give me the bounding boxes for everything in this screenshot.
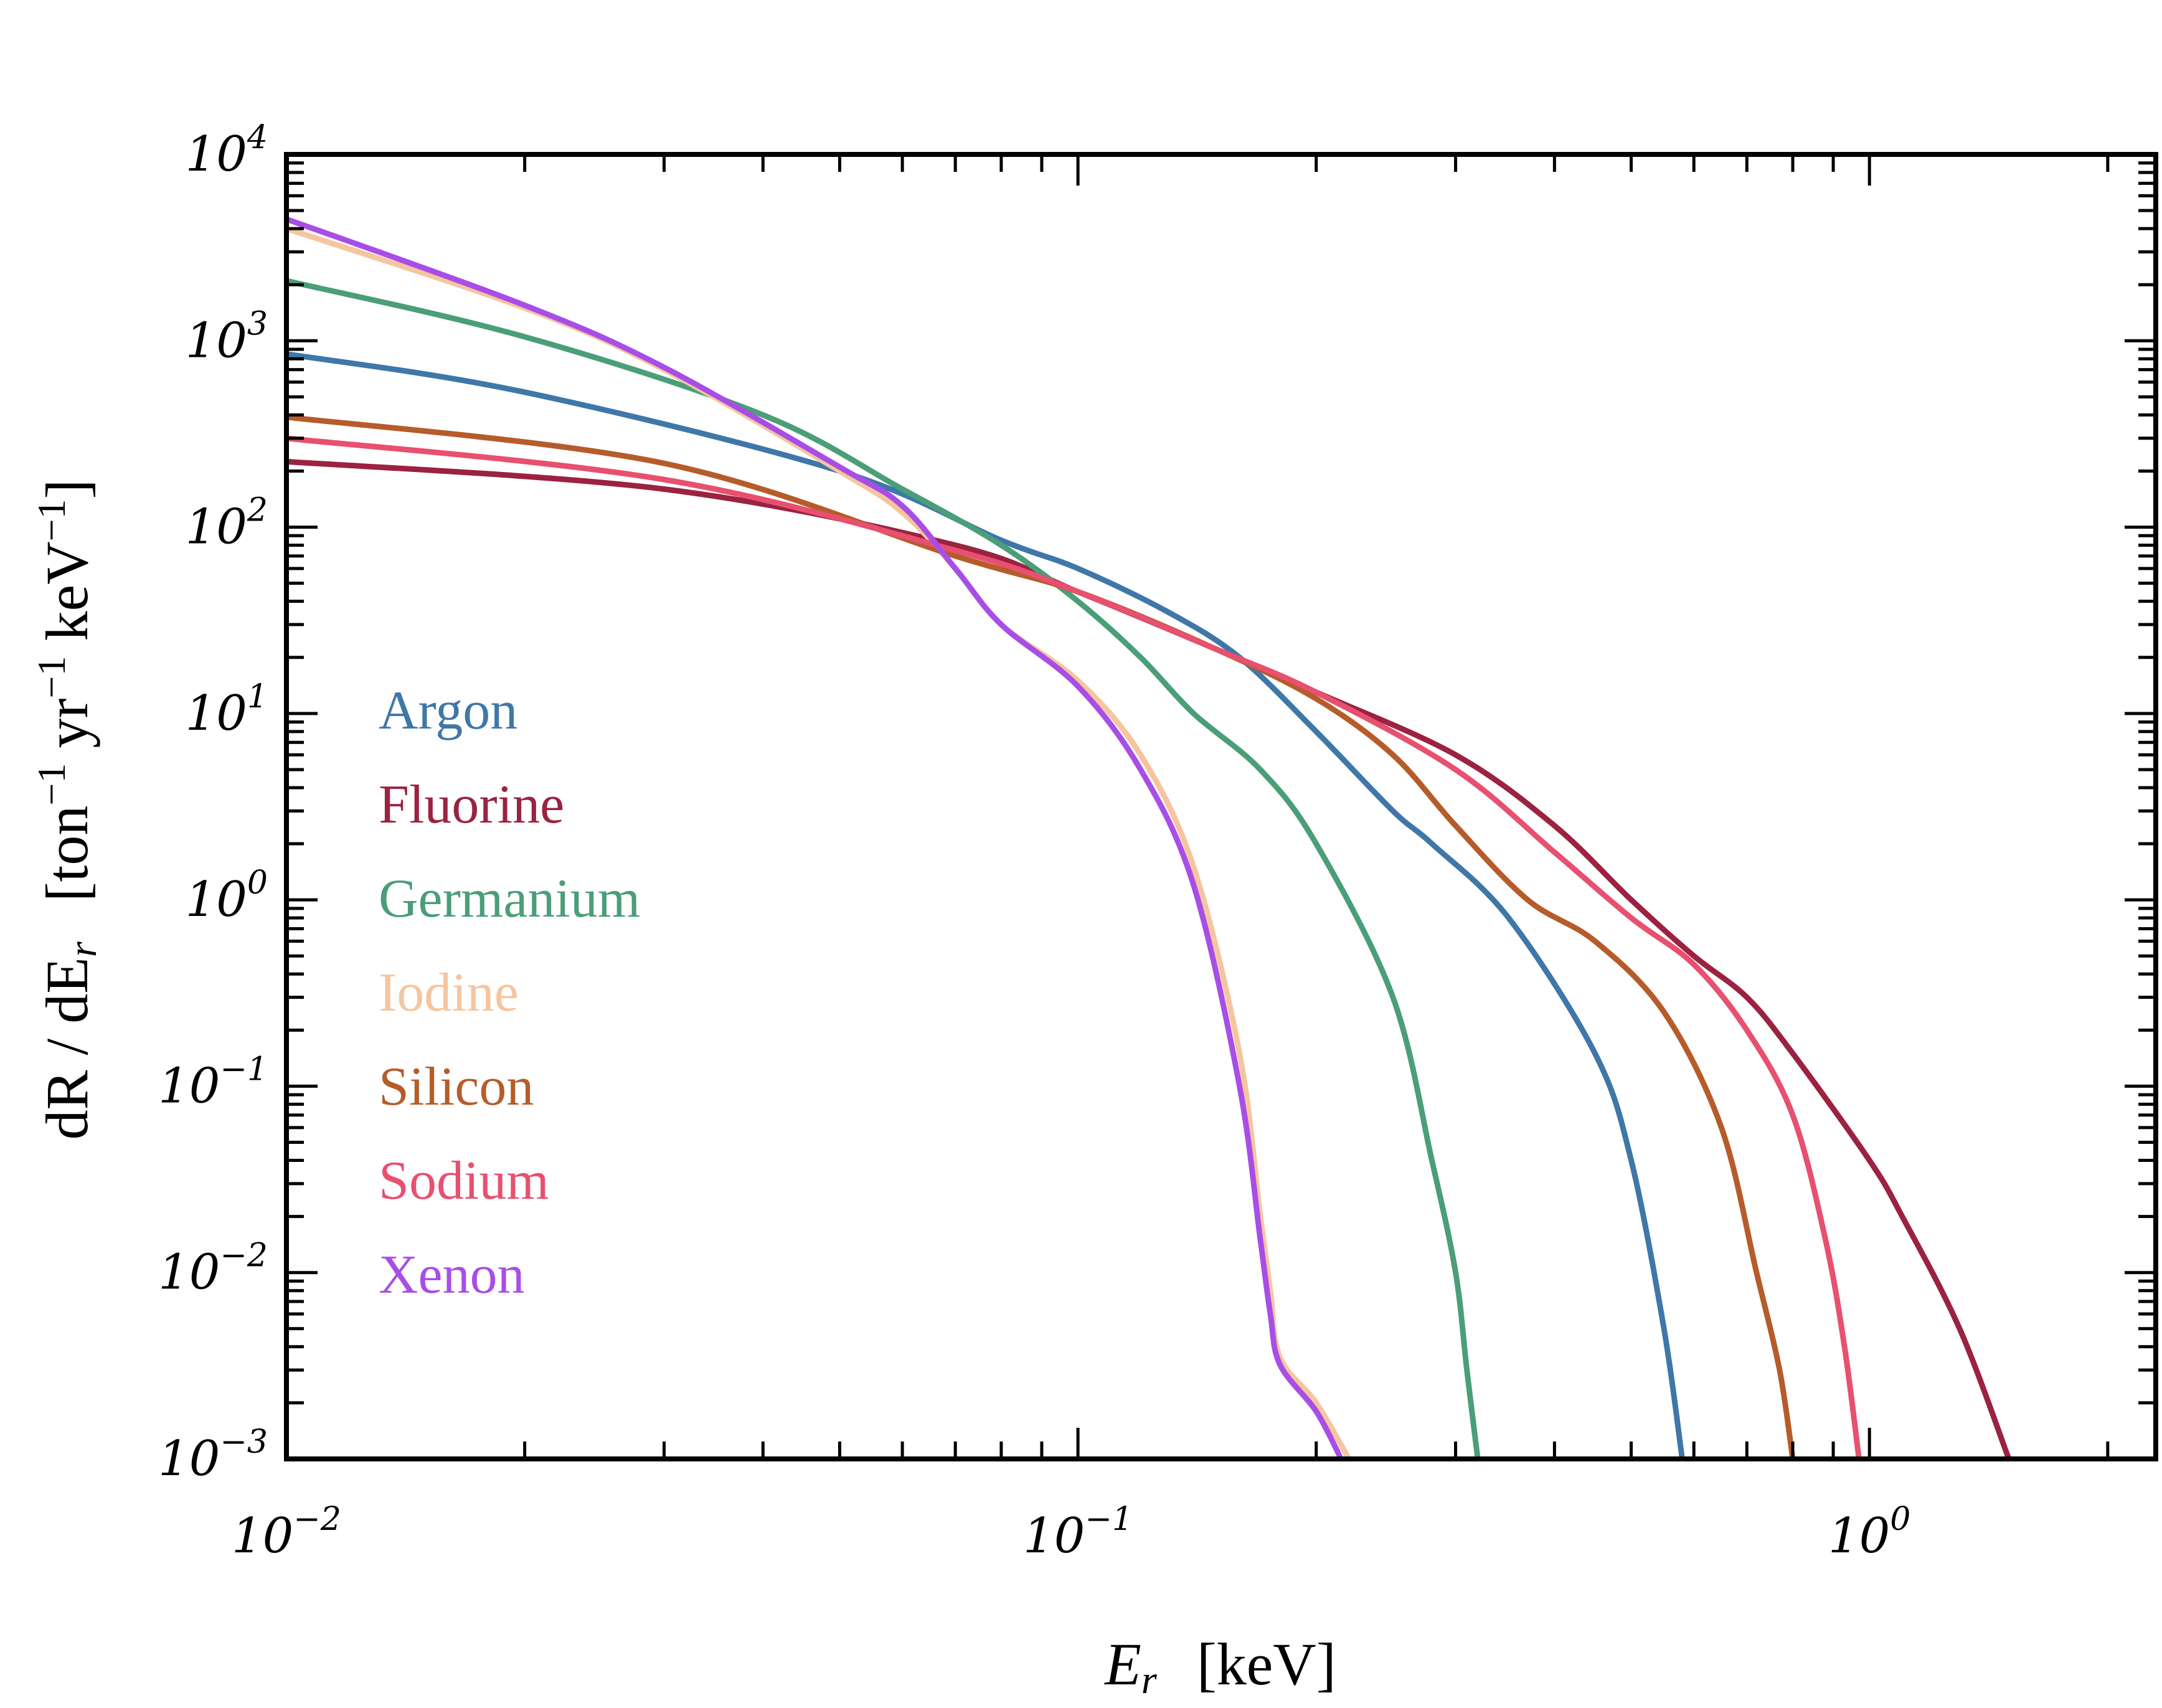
x-tick-label-base: 10	[1023, 1508, 1085, 1564]
y-tick-label-exp: −2	[220, 1237, 268, 1275]
series-line-xenon	[286, 216, 1344, 1459]
legend-label-iodine: Iodine	[379, 963, 519, 1023]
y-tick-label-base: 10	[158, 1058, 220, 1114]
x-axis-title: Er [keV]	[1103, 1631, 1336, 1702]
y-tick-label: 101	[186, 678, 268, 742]
y-tick-label-exp: 4	[247, 119, 268, 156]
y-tick-label-exp: −3	[220, 1423, 268, 1461]
y-tick-label-base: 10	[186, 499, 247, 555]
x-tick-label: 100	[1828, 1501, 1910, 1564]
x-tick-labels: 10−2 10−1 100	[232, 1501, 1910, 1564]
y-tick-label-exp: −1	[220, 1050, 268, 1088]
y-axis-title-exp-2: −1	[29, 656, 73, 698]
x-tick-label-exp: 0	[1890, 1501, 1910, 1538]
legend-label-argon: Argon	[379, 681, 517, 741]
y-tick-label-base: 10	[186, 872, 247, 928]
y-tick-label: 103	[186, 305, 268, 369]
y-tick-label-base: 10	[186, 686, 247, 742]
legend-label-xenon: Xenon	[379, 1245, 525, 1305]
legend-label-silicon: Silicon	[379, 1057, 534, 1117]
y-tick-label: 10−1	[158, 1050, 268, 1114]
y-tick-label: 10−3	[158, 1423, 268, 1487]
y-axis-title-units-open: [ton	[34, 806, 100, 902]
y-axis-title-prefix: dR / dE	[34, 957, 100, 1139]
x-tick-label-exp: −2	[293, 1501, 341, 1538]
x-tick-label-exp: −1	[1085, 1501, 1133, 1538]
legend: Argon Fluorine Germanium Iodine Silicon Sodiu…	[379, 681, 640, 1305]
y-tick-label: 104	[186, 119, 268, 182]
x-axis-title-main: E	[1103, 1631, 1141, 1697]
y-tick-label-exp: 1	[247, 678, 268, 715]
y-axis-title-sub: r	[60, 941, 105, 957]
plot-area	[286, 216, 2012, 1459]
x-axis-title-units: [keV]	[1197, 1631, 1336, 1697]
x-tick-label: 10−1	[1023, 1501, 1133, 1564]
plot-frame	[284, 152, 2158, 1461]
y-tick-label-base: 10	[158, 1245, 220, 1301]
y-axis-title-exp-3: −1	[29, 499, 73, 541]
legend-label-sodium: Sodium	[379, 1151, 549, 1211]
series-line-argon	[286, 351, 1685, 1459]
y-axis-title-units-close: ]	[34, 479, 100, 499]
y-tick-label-exp: 0	[247, 864, 268, 902]
y-tick-label: 100	[186, 864, 268, 928]
y-axis-title: dR / dEr[ton−1 yr−1 keV−1]	[29, 479, 105, 1139]
y-axis-title-exp-1: −1	[29, 763, 73, 806]
x-tick-label: 10−2	[232, 1501, 341, 1564]
y-tick-label: 10−2	[158, 1237, 268, 1301]
series-line-sodium	[286, 435, 1862, 1459]
x-axis-title-sub: r	[1141, 1658, 1158, 1702]
y-tick-label-exp: 3	[247, 305, 268, 342]
y-tick-label: 102	[186, 492, 268, 555]
x-tick-label-base: 10	[232, 1508, 293, 1564]
y-tick-label-base: 10	[186, 126, 247, 182]
series-line-silicon	[286, 414, 1796, 1459]
y-tick-label-exp: 2	[247, 492, 268, 529]
y-axis-title-yr: yr	[34, 699, 100, 763]
y-tick-label-base: 10	[186, 313, 247, 369]
y-tick-label-base: 10	[158, 1431, 220, 1487]
y-axis-title-kev: keV	[34, 542, 100, 656]
x-tick-label-base: 10	[1828, 1508, 1890, 1564]
legend-label-germanium: Germanium	[379, 869, 640, 929]
axis-ticks	[285, 153, 2156, 1461]
legend-label-fluorine: Fluorine	[379, 775, 564, 835]
